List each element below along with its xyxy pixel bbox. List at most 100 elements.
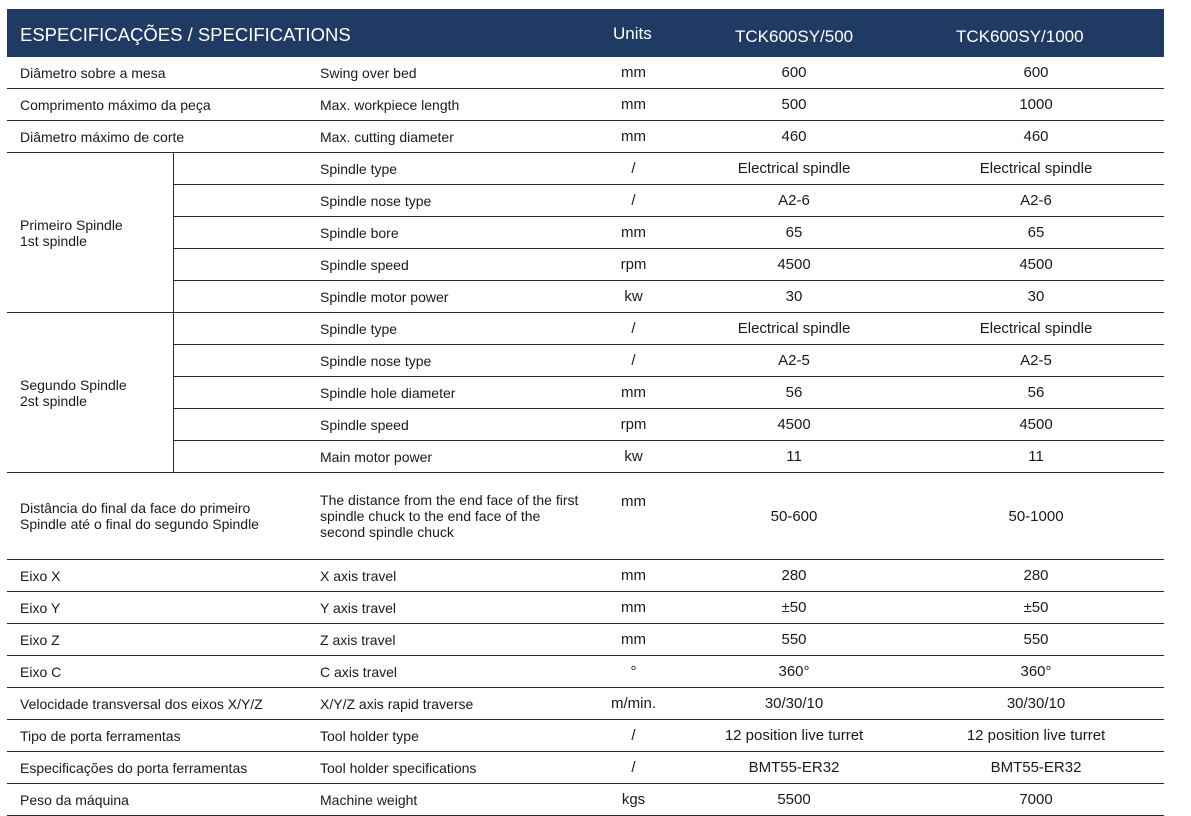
english-label: Swing over bed	[319, 57, 588, 89]
english-label: Machine weight	[319, 783, 588, 816]
model-2-value: 4500	[908, 248, 1165, 281]
english-label: Spindle motor power	[319, 280, 588, 313]
model-1-value: 460	[680, 120, 909, 153]
unit-value: mm	[587, 88, 681, 121]
unit-value: rpm	[587, 248, 681, 281]
english-label: Spindle speed	[319, 248, 588, 281]
spindle2-group-label: Segundo Spindle 2st spindle	[7, 312, 173, 473]
portuguese-label: Peso da máquina	[7, 783, 320, 816]
table-header: ESPECIFICAÇÕES / SPECIFICATIONS Units TC…	[7, 9, 1164, 57]
portuguese-label: Eixo X	[7, 559, 320, 592]
units-column-header: Units	[613, 24, 652, 43]
english-label: Spindle type	[319, 152, 588, 185]
model-2-value: 4500	[908, 408, 1165, 441]
model-1-value: 11	[680, 440, 909, 473]
model-1-value: 280	[680, 559, 909, 592]
model-1-value: 360°	[680, 655, 909, 688]
model-1-value: 500	[680, 88, 909, 121]
unit-value: /	[587, 344, 681, 377]
table-row: Spindle hole diameter mm 56 56	[7, 376, 1165, 409]
model-2-value: A2-5	[908, 344, 1165, 377]
english-label: X/Y/Z axis rapid traverse	[319, 687, 588, 720]
table-row: Spindle speed rpm 4500 4500	[7, 408, 1165, 441]
model-2-value: 600	[908, 57, 1165, 89]
model-2-value: ±50	[908, 591, 1165, 624]
model-1-value: A2-6	[680, 184, 909, 217]
table-row: Segundo Spindle 2st spindle Spindle type / E…	[7, 312, 1165, 473]
model-2-value: 65	[908, 216, 1165, 249]
table-row: Spindle motor power kw 30 30	[7, 280, 1165, 313]
english-label: Z axis travel	[319, 623, 588, 656]
sub-spacer	[172, 184, 320, 217]
group-label-pt: Primeiro Spindle	[20, 216, 123, 233]
model-1-value: Electrical spindle	[680, 152, 909, 185]
unit-value: /	[587, 751, 681, 784]
model-2-value: 30/30/10	[908, 687, 1165, 720]
portuguese-label: Eixo C	[7, 655, 320, 688]
unit-value: °	[587, 655, 681, 688]
model-1-value: 30/30/10	[680, 687, 909, 720]
unit-value: kgs	[587, 783, 681, 816]
sub-spacer	[172, 344, 320, 377]
table-row: Peso da máquina Machine weight kgs 5500 7000	[7, 783, 1165, 816]
model-2-value: 550	[908, 623, 1165, 656]
model-1-value: 4500	[680, 408, 909, 441]
model-2-value: 460	[908, 120, 1165, 153]
unit-value: mm	[587, 559, 681, 592]
sub-spacer	[172, 216, 320, 249]
portuguese-label: Diâmetro máximo de corte	[7, 120, 320, 153]
model-1-value: 30	[680, 280, 909, 313]
unit-value: /	[587, 152, 681, 185]
model-1-value: 65	[680, 216, 909, 249]
model-2-value: 360°	[908, 655, 1165, 688]
model-2-value: 1000	[908, 88, 1165, 121]
unit-value: kw	[587, 440, 681, 473]
model-2-value: A2-6	[908, 184, 1165, 217]
table-row: Spindle nose type / A2-5 A2-5	[7, 344, 1165, 377]
group-label-en: 1st spindle	[20, 232, 87, 249]
model-1-value: 56	[680, 376, 909, 409]
english-label: Max. workpiece length	[319, 88, 588, 121]
unit-value: mm	[587, 376, 681, 409]
english-label: Tool holder type	[319, 719, 588, 752]
english-label: Spindle nose type	[319, 344, 588, 377]
english-label: Main motor power	[319, 440, 588, 473]
model-2-value: Electrical spindle	[908, 312, 1165, 345]
table-title: ESPECIFICAÇÕES / SPECIFICATIONS	[20, 24, 351, 45]
model-1-value: 550	[680, 623, 909, 656]
table-row: Tipo de porta ferramentas Tool holder typ…	[7, 719, 1165, 752]
english-label: The distance from the end face of the fi…	[319, 472, 588, 560]
unit-value: mm	[587, 216, 681, 249]
unit-value: mm	[587, 57, 681, 89]
portuguese-label: Eixo Z	[7, 623, 320, 656]
unit-value: /	[587, 184, 681, 217]
spec-sheet: ESPECIFICAÇÕES / SPECIFICATIONS Units TC…	[7, 9, 1165, 816]
portuguese-label: Comprimento máximo da peça	[7, 88, 320, 121]
sub-spacer	[172, 152, 320, 185]
table-row: Spindle nose type / A2-6 A2-6	[7, 184, 1165, 217]
english-label: Y axis travel	[319, 591, 588, 624]
table-row: Velocidade transversal dos eixos X/Y/Z X/…	[7, 687, 1165, 720]
english-label: Max. cutting diameter	[319, 120, 588, 153]
sub-spacer	[172, 248, 320, 281]
sub-spacer	[172, 440, 320, 473]
model-2-value: BMT55-ER32	[908, 751, 1165, 784]
model-2-value: 30	[908, 280, 1165, 313]
model-1-value: BMT55-ER32	[680, 751, 909, 784]
model-2-value: Electrical spindle	[908, 152, 1165, 185]
portuguese-label: Diâmetro sobre a mesa	[7, 57, 320, 89]
english-label: Tool holder specifications	[319, 751, 588, 784]
sub-spacer	[172, 408, 320, 441]
portuguese-label: Distância do final da face do primeiro S…	[7, 472, 320, 560]
english-label: C axis travel	[319, 655, 588, 688]
model-1-value: 4500	[680, 248, 909, 281]
english-label: X axis travel	[319, 559, 588, 592]
portuguese-label: Velocidade transversal dos eixos X/Y/Z	[7, 687, 320, 720]
table-row: Spindle speed rpm 4500 4500	[7, 248, 1165, 281]
unit-value: kw	[587, 280, 681, 313]
model-2-value: 280	[908, 559, 1165, 592]
unit-value: mm	[587, 120, 681, 153]
